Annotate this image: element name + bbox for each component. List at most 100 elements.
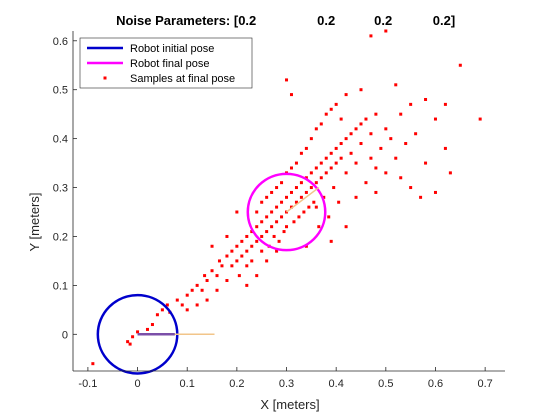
- sample-point: [394, 156, 398, 160]
- sample-point: [294, 161, 298, 165]
- sample-point: [384, 171, 388, 175]
- sample-point: [235, 259, 239, 263]
- sample-point: [478, 117, 482, 121]
- sample-point: [285, 225, 289, 229]
- sample-point: [225, 278, 229, 282]
- sample-point: [289, 93, 293, 97]
- sample-point: [250, 259, 254, 263]
- sample-point: [294, 200, 298, 204]
- sample-point: [334, 146, 338, 150]
- sample-point: [359, 88, 363, 92]
- sample-point: [272, 234, 276, 238]
- sample-point: [255, 239, 259, 243]
- sample-point: [324, 171, 328, 175]
- sample-point: [344, 137, 348, 141]
- sample-point: [195, 283, 199, 287]
- x-tick-label: 0.3: [279, 378, 294, 390]
- sample-point: [126, 340, 130, 344]
- sample-point: [424, 161, 428, 165]
- sample-point: [215, 274, 219, 278]
- sample-point: [217, 259, 221, 263]
- sample-point: [270, 210, 274, 214]
- sample-point: [337, 200, 341, 204]
- sample-point: [384, 127, 388, 131]
- sample-point: [399, 176, 403, 180]
- x-tick-label: 0.5: [378, 378, 393, 390]
- legend-initial-pose-label: Robot initial pose: [130, 43, 214, 55]
- ticks-layer: -0.1 0 0.1 0.2 0.3 0.4 0.5 0.6 0.7 0 0.1 0.2 0.3 0.4 0…: [53, 36, 493, 390]
- sample-point: [309, 137, 313, 141]
- y-tick-label: 0.3: [53, 183, 68, 195]
- sample-point: [175, 298, 179, 302]
- sample-point: [235, 244, 239, 248]
- sample-point: [334, 161, 338, 165]
- sample-point: [309, 171, 313, 175]
- sample-point: [280, 181, 284, 185]
- sample-point: [409, 102, 413, 106]
- sample-point: [433, 190, 437, 194]
- sample-point: [282, 230, 286, 234]
- legend-samples-swatch: [103, 76, 107, 80]
- sample-point: [185, 308, 189, 312]
- sample-point: [265, 230, 269, 234]
- y-tick-label: 0.2: [53, 231, 68, 243]
- sample-point: [205, 298, 209, 302]
- sample-point: [292, 220, 296, 224]
- samples-layer: [91, 29, 482, 366]
- y-tick-label: 0.1: [53, 280, 68, 292]
- sample-point: [245, 283, 249, 287]
- sample-point: [314, 181, 318, 185]
- sample-point: [307, 205, 311, 209]
- sample-point: [220, 264, 224, 268]
- sample-point: [332, 186, 336, 190]
- sample-point: [275, 220, 279, 224]
- sample-point: [443, 146, 447, 150]
- sample-point: [260, 220, 264, 224]
- y-tick-label: 0.4: [53, 134, 68, 146]
- sample-point: [160, 308, 164, 312]
- sample-point: [344, 225, 348, 229]
- sample-point: [334, 102, 338, 106]
- sample-point: [329, 107, 333, 111]
- chart-title: Noise Parameters: [0.2 0.2 0.2 0.2]: [116, 13, 455, 28]
- sample-point: [364, 181, 368, 185]
- sample-point: [225, 234, 229, 238]
- sample-point: [324, 112, 328, 116]
- sample-point: [329, 239, 333, 243]
- y-tick-label: 0.6: [53, 36, 68, 48]
- x-tick-label: 0: [134, 378, 140, 390]
- sample-point: [215, 288, 219, 292]
- sample-point: [289, 205, 293, 209]
- sample-point: [369, 34, 373, 38]
- sample-point: [200, 288, 204, 292]
- sample-point: [354, 127, 358, 131]
- sample-point: [424, 97, 428, 101]
- sample-point: [250, 244, 254, 248]
- sample-point: [317, 225, 321, 229]
- sample-point: [369, 132, 373, 136]
- sample-point: [304, 146, 308, 150]
- sample-point: [277, 239, 281, 243]
- sample-point: [280, 200, 284, 204]
- sample-point: [389, 137, 393, 141]
- sample-point: [91, 362, 95, 366]
- sample-point: [294, 186, 298, 190]
- sample-point: [136, 330, 140, 334]
- sample-point: [245, 249, 249, 253]
- sample-point: [314, 166, 318, 170]
- sample-point: [180, 303, 184, 307]
- sample-point: [285, 195, 289, 199]
- sample-point: [314, 205, 318, 209]
- sample-point: [339, 117, 343, 121]
- sample-point: [419, 195, 423, 199]
- sample-point: [270, 190, 274, 194]
- sample-point: [255, 210, 259, 214]
- legend: Robot initial pose Robot final pose Samp…: [79, 37, 253, 89]
- sample-point: [314, 127, 318, 131]
- sample-point: [260, 249, 264, 253]
- sample-point: [319, 122, 323, 126]
- title-part-3: 0.2: [374, 13, 392, 28]
- sample-point: [309, 186, 313, 190]
- sample-point: [374, 112, 378, 116]
- x-tick-label: 0.2: [229, 378, 244, 390]
